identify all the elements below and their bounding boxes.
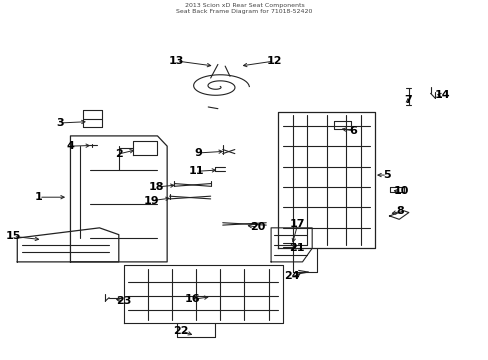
Text: 24: 24 [284,271,299,281]
Text: 20: 20 [250,222,265,232]
Text: 7: 7 [403,95,411,105]
Text: 16: 16 [184,294,200,304]
Text: 15: 15 [6,231,21,241]
Text: 8: 8 [395,207,403,216]
Text: 10: 10 [393,186,408,197]
Text: 2: 2 [115,149,122,159]
Text: 9: 9 [194,148,202,158]
Text: 12: 12 [266,56,282,66]
Text: 21: 21 [288,243,304,253]
Text: 3: 3 [56,118,63,128]
Text: 23: 23 [116,296,131,306]
Title: 2013 Scion xD Rear Seat Components
Seat Back Frame Diagram for 71018-52420: 2013 Scion xD Rear Seat Components Seat … [176,3,312,14]
Text: 19: 19 [143,195,159,206]
Text: 18: 18 [148,182,164,192]
Text: 17: 17 [289,220,305,229]
Text: 14: 14 [434,90,449,100]
Text: 22: 22 [173,326,188,336]
Text: 4: 4 [66,141,74,151]
Text: 11: 11 [188,166,203,176]
Text: 5: 5 [383,170,390,180]
Text: 6: 6 [348,126,356,136]
Text: 1: 1 [35,192,43,202]
Text: 13: 13 [169,56,184,66]
